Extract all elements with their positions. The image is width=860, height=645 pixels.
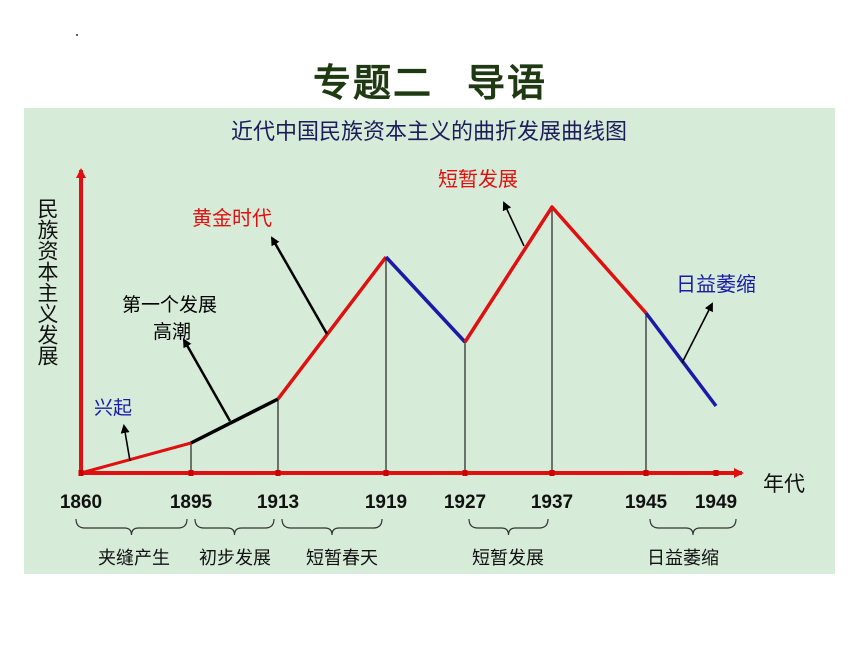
period-brace [468, 518, 549, 536]
tick-label: 1949 [695, 492, 737, 513]
period-brace [281, 518, 383, 536]
tick-mark [275, 470, 281, 476]
period-label: 夹缝产生 [98, 548, 170, 569]
annotation-first-peak-line1: 第一个发展 [122, 294, 217, 316]
curve-segment [644, 311, 718, 408]
tick-mark [643, 470, 649, 476]
period-brace [75, 518, 188, 536]
tick-mark [462, 470, 468, 476]
annotation-shrinking: 日益萎缩 [676, 272, 756, 296]
annotation-golden-age: 黄金时代 [192, 206, 272, 230]
curve-segment [80, 441, 192, 475]
tick-mark [188, 470, 194, 476]
tick-mark [78, 470, 84, 476]
period-brace [649, 518, 737, 536]
page-title-subtitle: 导语 [467, 60, 548, 105]
tick-label: 1913 [257, 492, 299, 513]
curve-segment [276, 255, 388, 401]
tick-label: 1927 [444, 492, 486, 513]
tick-label: 1945 [625, 492, 668, 513]
period-label: 初步发展 [199, 548, 271, 569]
annotation-brief-development: 短暂发展 [438, 167, 518, 191]
curve [80, 205, 718, 475]
period-label: 短暂发展 [472, 548, 544, 569]
tick-mark [383, 470, 389, 476]
tick-label: 1860 [60, 492, 102, 513]
arrow-golden-age [270, 236, 329, 335]
arrow-xingqi [120, 424, 131, 462]
arrow-shrinking [681, 302, 713, 364]
period-label: 短暂春天 [306, 548, 378, 569]
annotation-arrows [120, 201, 713, 462]
curve-segment [463, 205, 648, 343]
tick-label: 1895 [170, 492, 213, 513]
curve-segment [190, 397, 279, 445]
period-label: 日益萎缩 [647, 548, 719, 569]
decorative-dot [76, 34, 78, 36]
period-braces [75, 518, 737, 536]
page-title-topic: 专题二 [312, 60, 433, 105]
curve-segment [384, 255, 467, 344]
x-ticks: 1860 1895 1913 1919 1927 1937 1945 1949 [60, 470, 737, 513]
chart-title: 近代中国民族资本主义的曲折发展曲线图 [231, 120, 627, 145]
tick-mark [713, 470, 719, 476]
page-title: 专题二 导语 [0, 52, 860, 107]
y-axis-label: 民族资本主义发展 [35, 198, 59, 366]
tick-mark [549, 470, 555, 476]
drop-lines [190, 207, 647, 473]
tick-label: 1937 [531, 492, 573, 513]
chart-panel: 近代中国民族资本主义的曲折发展曲线图 民族资本主义发展 年代 1860 1895 1… [24, 108, 835, 574]
arrow-first-peak [182, 338, 232, 422]
annotation-xingqi: 兴起 [94, 397, 132, 419]
period-brace [194, 518, 275, 536]
x-axis-label: 年代 [763, 472, 805, 496]
tick-label: 1919 [365, 492, 407, 513]
chart-svg: 近代中国民族资本主义的曲折发展曲线图 民族资本主义发展 年代 1860 1895 1… [35, 120, 805, 569]
annotation-first-peak-line2: 高潮 [153, 321, 191, 343]
arrow-brief-development [502, 201, 525, 247]
